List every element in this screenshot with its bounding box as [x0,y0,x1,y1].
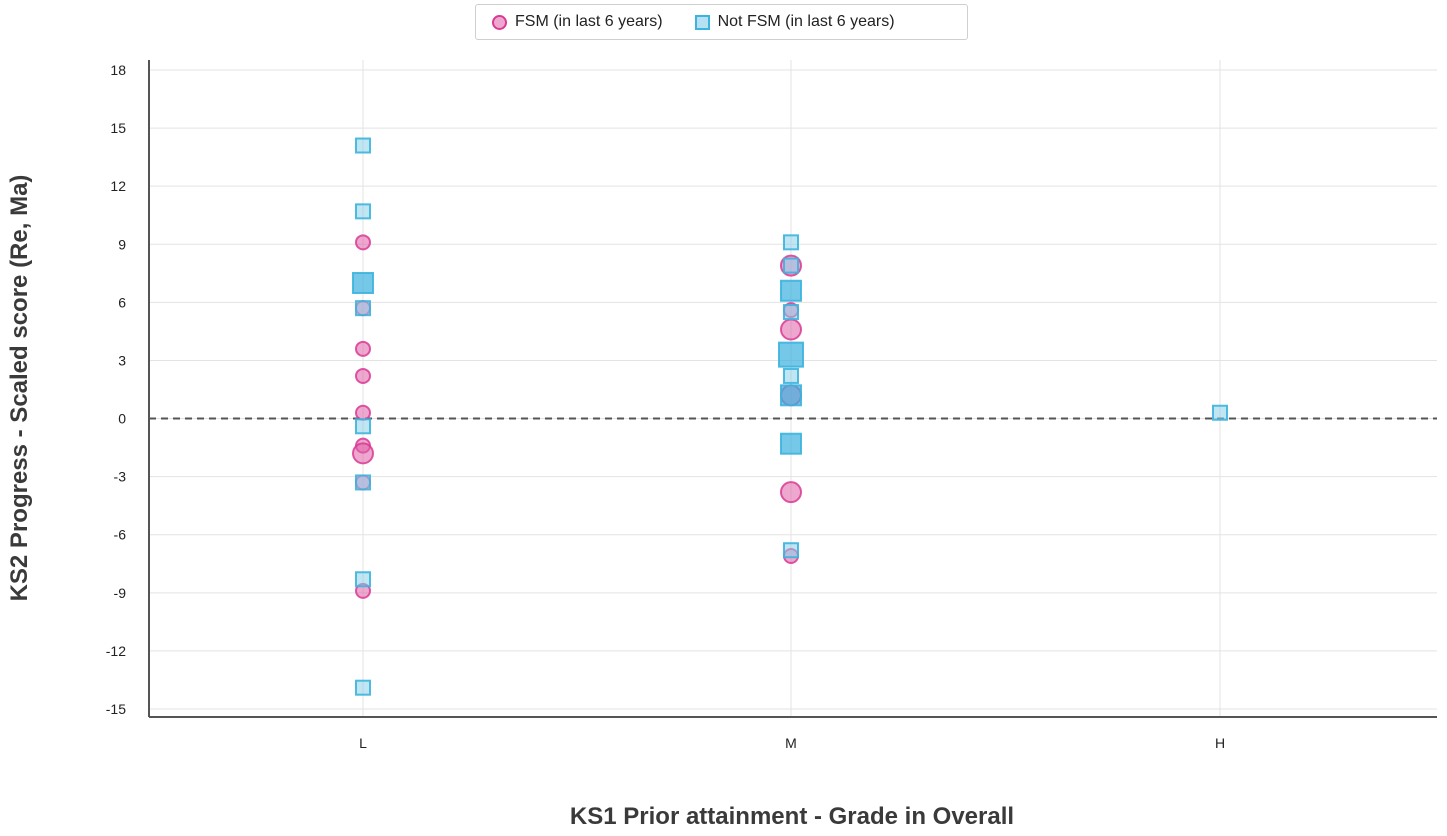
y-tick-label: 15 [110,120,126,136]
not-fsm-point[interactable] [778,341,804,368]
tick-labels: 18 15 12 9 6 3 0 -3 -6 -9 -12 -15 L M H [106,62,1225,751]
y-tick-label: -12 [106,643,126,659]
fsm-point[interactable] [352,442,374,465]
not-fsm-point[interactable] [780,384,802,407]
not-fsm-point[interactable] [355,300,371,317]
fsm-point[interactable] [355,234,371,251]
y-axis-title: KS2 Progress - Scaled score (Re, Ma) [6,174,33,602]
legend-item-not-fsm[interactable]: Not FSM (in last 6 years) [694,13,895,31]
fsm-point[interactable] [780,481,802,504]
y-tick-label: 12 [110,178,126,194]
not-fsm-point[interactable] [780,279,802,302]
not-fsm-point[interactable] [355,203,371,220]
not-fsm-point[interactable] [355,418,371,435]
not-fsm-point[interactable] [783,304,799,321]
y-tick-label: -3 [114,469,127,485]
not-fsm-point[interactable] [355,137,371,154]
y-tick-label: 18 [110,62,126,78]
y-tick-label: -6 [114,527,127,543]
not-fsm-point[interactable] [780,432,802,455]
fsm-point[interactable] [355,404,371,421]
fsm-point[interactable] [780,318,802,341]
not-fsm-point[interactable] [783,542,799,559]
fsm-point[interactable] [355,340,371,357]
not-fsm-point[interactable] [355,571,371,588]
legend-label-fsm: FSM (in last 6 years) [515,13,663,30]
x-tick-label: L [359,735,367,751]
y-tick-label: 9 [118,236,126,252]
not-fsm-point[interactable] [783,257,799,274]
y-tick-label: 3 [118,352,126,368]
not-fsm-point[interactable] [783,367,799,384]
legend-square-marker-icon [694,14,710,30]
not-fsm-point[interactable] [352,272,374,294]
x-tick-label: M [785,735,797,751]
not-fsm-series [352,137,1228,696]
chart-legend: FSM (in last 6 years) Not FSM (in last 6… [475,4,968,40]
y-tick-label: 0 [118,411,126,427]
not-fsm-point[interactable] [783,234,799,251]
y-tick-label: 6 [118,294,126,310]
legend-circle-marker-icon [492,14,507,30]
x-axis-title: KS1 Prior attainment - Grade in Overall [569,803,1015,830]
not-fsm-point[interactable] [355,474,371,491]
y-tick-label: -15 [106,701,126,717]
x-tick-label: H [1215,735,1225,751]
fsm-point[interactable] [355,367,371,384]
axes [148,60,1437,718]
y-tick-label: -9 [114,585,127,601]
legend-label-not-fsm: Not FSM (in last 6 years) [717,13,895,30]
not-fsm-point[interactable] [355,679,371,696]
not-fsm-point[interactable] [1212,404,1228,421]
fsm-series [352,234,802,599]
legend-item-fsm[interactable]: FSM (in last 6 years) [492,13,663,31]
